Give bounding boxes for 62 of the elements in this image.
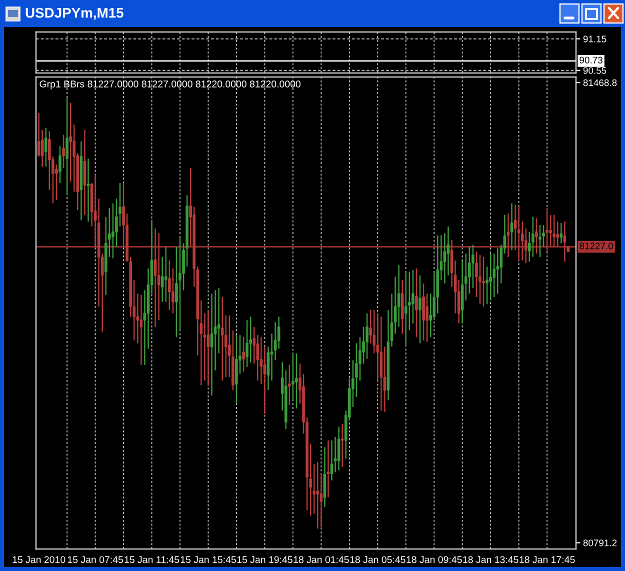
- candlestick: [546, 207, 548, 252]
- x-tick-label: 18 Jan 09:45: [406, 556, 462, 564]
- candlestick: [426, 293, 428, 342]
- candlestick: [288, 364, 291, 406]
- candlestick: [220, 296, 224, 382]
- y-tick-label: 90.55: [583, 67, 606, 74]
- x-tick-label: 15 Jan 15:45: [180, 556, 236, 564]
- candlestick: [415, 268, 418, 338]
- candlestick: [560, 222, 563, 244]
- candlestick: [563, 221, 566, 262]
- candlestick: [506, 212, 510, 258]
- candlestick: [66, 97, 68, 196]
- candlestick: [366, 312, 368, 360]
- candlestick: [478, 254, 482, 304]
- candlestick: [549, 214, 552, 248]
- candlestick: [404, 272, 408, 348]
- candlestick: [510, 202, 514, 251]
- candlestick: [489, 252, 492, 302]
- ref-line-label: 81227.0: [580, 242, 614, 250]
- candlestick: [422, 282, 425, 342]
- candlestick: [44, 127, 48, 168]
- ref-line-label: 90.73: [580, 56, 602, 64]
- x-tick-label: 18 Jan 05:45: [350, 556, 406, 564]
- candlestick: [246, 320, 248, 368]
- x-tick-label: 18 Jan 13:45: [463, 556, 518, 564]
- y-tick-label: 80791.2: [583, 540, 617, 546]
- candlestick: [295, 352, 298, 410]
- candlestick: [58, 146, 62, 184]
- candlestick: [532, 216, 534, 258]
- candlestick: [140, 294, 143, 366]
- candlestick: [112, 202, 114, 259]
- candlestick: [337, 426, 340, 471]
- candlestick: [496, 248, 500, 294]
- candlestick: [418, 274, 422, 344]
- candlestick: [340, 423, 344, 468]
- candlestick: [535, 218, 538, 254]
- candlestick: [168, 260, 171, 311]
- y-tick-label: 91.15: [583, 36, 606, 42]
- candlestick: [482, 256, 485, 308]
- candlestick: [552, 214, 556, 248]
- x-tick-label: 15 Jan 11:45: [124, 556, 180, 564]
- candlestick: [62, 134, 65, 169]
- candlestick: [249, 316, 252, 363]
- candlestick: [242, 336, 245, 372]
- candlestick: [517, 206, 520, 261]
- x-tick-label: 15 Jan 19:45: [237, 556, 292, 564]
- candlestick: [326, 440, 330, 498]
- candlestick: [206, 309, 210, 386]
- candlestick: [55, 164, 58, 201]
- x-tick-label: 18 Jan 17:45: [520, 556, 575, 564]
- candlestick: [316, 461, 320, 530]
- x-tick-label: 15 Jan 2010: [12, 556, 66, 564]
- candlestick: [83, 129, 86, 216]
- y-tick-label: 81468.8: [583, 79, 617, 86]
- chart-title: USDJPYm,M15: [26, 8, 124, 20]
- chart-title: Grp1 BBrs 81227.0000 81227.0000 81220.0000 81220.0000: [40, 80, 301, 90]
- x-tick-label: 15 Jan 07:45: [68, 556, 123, 564]
- candlestick: [164, 246, 168, 302]
- x-tick-label: 18 Jan 01:45: [294, 556, 349, 564]
- candlestick: [86, 158, 90, 222]
- candlestick: [538, 224, 542, 258]
- candlestick: [37, 112, 40, 158]
